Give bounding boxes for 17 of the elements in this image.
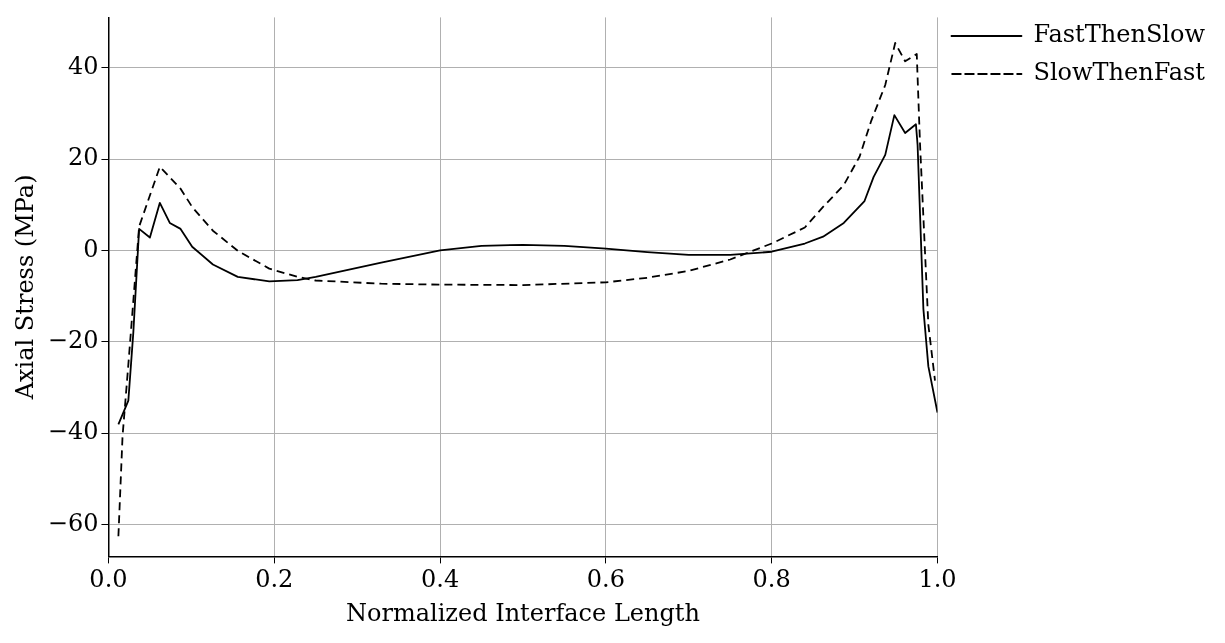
x-tick-label: 0.8	[752, 565, 791, 594]
x-tick-label: 0.4	[420, 565, 460, 594]
x-tick-label: 0.6	[586, 565, 625, 594]
y-tick-label: −20	[47, 325, 99, 354]
legend-label: SlowThenFast	[1033, 58, 1206, 87]
line-series	[117, 42, 936, 538]
y-tick-label: −60	[47, 508, 99, 537]
y-axis-title: Axial Stress (MPa)	[10, 174, 39, 401]
x-tick-label: 0.2	[255, 565, 294, 594]
x-tick-label: 1.0	[918, 565, 957, 594]
x-tick-label: 0.0	[89, 565, 128, 594]
y-tick-label: 40	[67, 51, 99, 80]
x-axis-title: Normalized Interface Length	[345, 598, 700, 627]
y-tick-label: 20	[67, 143, 99, 172]
legend-label: FastThenSlow	[1033, 20, 1206, 49]
y-tick-label: −40	[47, 417, 99, 446]
y-tick-label: 0	[83, 234, 99, 263]
